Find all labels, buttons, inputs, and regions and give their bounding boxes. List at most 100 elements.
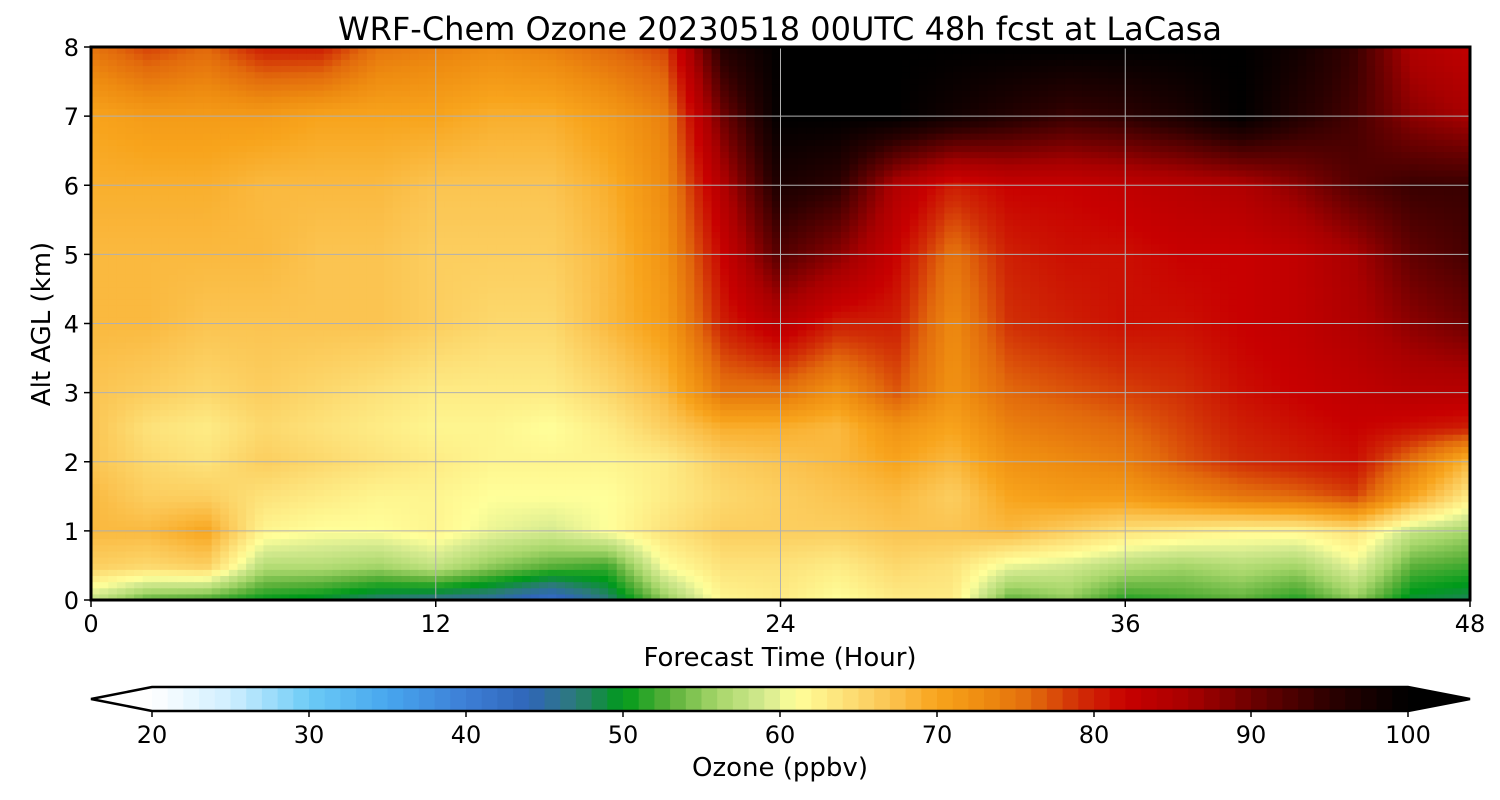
ozone-cell — [659, 587, 670, 595]
ozone-cell — [496, 421, 506, 429]
ozone-cell — [1090, 452, 1100, 460]
ozone-cell — [1444, 593, 1454, 600]
ozone-cell — [866, 489, 876, 497]
ozone-cell — [418, 483, 428, 490]
ozone-cell — [806, 415, 816, 423]
ozone-cell — [271, 489, 282, 497]
ozone-cell — [306, 464, 316, 472]
ozone-cell — [625, 446, 635, 454]
ozone-cell — [1237, 409, 1247, 417]
ozone-cell — [203, 532, 213, 540]
ozone-cell — [99, 434, 109, 441]
ozone-cell — [539, 464, 549, 472]
ozone-cell — [220, 464, 230, 472]
ozone-cell — [1039, 501, 1049, 509]
ozone-cell — [1082, 581, 1092, 589]
ozone-cell — [901, 446, 911, 454]
ozone-cell — [927, 452, 937, 460]
ozone-cell — [823, 532, 833, 540]
ozone-cell — [1426, 464, 1437, 472]
ozone-cell — [185, 520, 196, 527]
ozone-cell — [271, 495, 282, 503]
ozone-cell — [1202, 532, 1213, 540]
ozone-cell — [1323, 556, 1333, 564]
ozone-cell — [1306, 483, 1316, 490]
ozone-cell — [1039, 550, 1049, 558]
ozone-cell — [1133, 532, 1144, 540]
ozone-cell — [1021, 593, 1032, 600]
ozone-cell — [444, 421, 454, 429]
ozone-cell — [789, 563, 799, 570]
ozone-cell — [1332, 415, 1342, 423]
ozone-cell — [918, 581, 928, 589]
ozone-cell — [384, 452, 394, 460]
ozone-cell — [754, 421, 764, 429]
ozone-cell — [1306, 520, 1316, 527]
ozone-cell — [504, 477, 514, 484]
ozone-cell — [1418, 563, 1428, 570]
ozone-cell — [1237, 575, 1247, 583]
ozone-cell — [806, 434, 816, 441]
ozone-cell — [1064, 532, 1075, 540]
ozone-cell — [1426, 470, 1437, 478]
ozone-cell — [220, 507, 230, 515]
ozone-cell — [1340, 501, 1350, 509]
ozone-cell — [737, 501, 747, 509]
ozone-cell — [1030, 421, 1040, 429]
ozone-cell — [677, 526, 687, 534]
ozone-cell — [1271, 526, 1281, 534]
ozone-cell — [323, 446, 333, 454]
ozone-cell — [392, 452, 402, 460]
ozone-cell — [1220, 544, 1230, 552]
ozone-cell — [116, 446, 127, 454]
ozone-cell — [633, 593, 644, 600]
ozone-cell — [608, 495, 618, 503]
ozone-cell — [289, 415, 299, 423]
ozone-cell — [401, 569, 411, 577]
ozone-cell — [883, 532, 894, 540]
ozone-cell — [978, 538, 988, 546]
ozone-cell — [315, 477, 325, 484]
ozone-cell — [427, 544, 437, 552]
ozone-cell — [478, 409, 489, 417]
ozone-cell — [315, 489, 325, 497]
ozone-cell — [306, 440, 316, 447]
ozone-cell — [1254, 470, 1264, 478]
ozone-cell — [1314, 464, 1325, 472]
ozone-cell — [987, 575, 997, 583]
ozone-cell — [616, 464, 626, 472]
ozone-cell — [1237, 538, 1247, 546]
ozone-cell — [1349, 489, 1359, 497]
ozone-cell — [952, 563, 963, 570]
ozone-cell — [608, 520, 618, 527]
ozone-cell — [211, 403, 221, 411]
ozone-cell — [970, 507, 980, 515]
ozone-cell — [99, 452, 109, 460]
ozone-cell — [1245, 495, 1256, 503]
ozone-cell — [806, 581, 816, 589]
ozone-cell — [452, 520, 463, 527]
ozone-cell — [1280, 452, 1290, 460]
ozone-cell — [858, 507, 868, 515]
ozone-cell — [220, 446, 230, 454]
ozone-cell — [392, 415, 402, 423]
ozone-cell — [1039, 427, 1049, 435]
ozone-cell — [573, 563, 583, 570]
ozone-cell — [1030, 556, 1040, 564]
ozone-cell — [496, 538, 506, 546]
ozone-cell — [1030, 477, 1040, 484]
ozone-cell — [702, 464, 713, 472]
ozone-cell — [1194, 440, 1204, 447]
ozone-cell — [685, 477, 695, 484]
ozone-cell — [366, 532, 377, 540]
ozone-cell — [1349, 532, 1359, 540]
ozone-cell — [168, 581, 178, 589]
ozone-cell — [1280, 477, 1290, 484]
ozone-cell — [1375, 575, 1385, 583]
ozone-cell — [1090, 538, 1100, 546]
ozone-cell — [504, 593, 514, 600]
ozone-cell — [246, 470, 256, 478]
ozone-cell — [702, 470, 713, 478]
ozone-cell — [1366, 452, 1376, 460]
ozone-cell — [125, 526, 135, 534]
